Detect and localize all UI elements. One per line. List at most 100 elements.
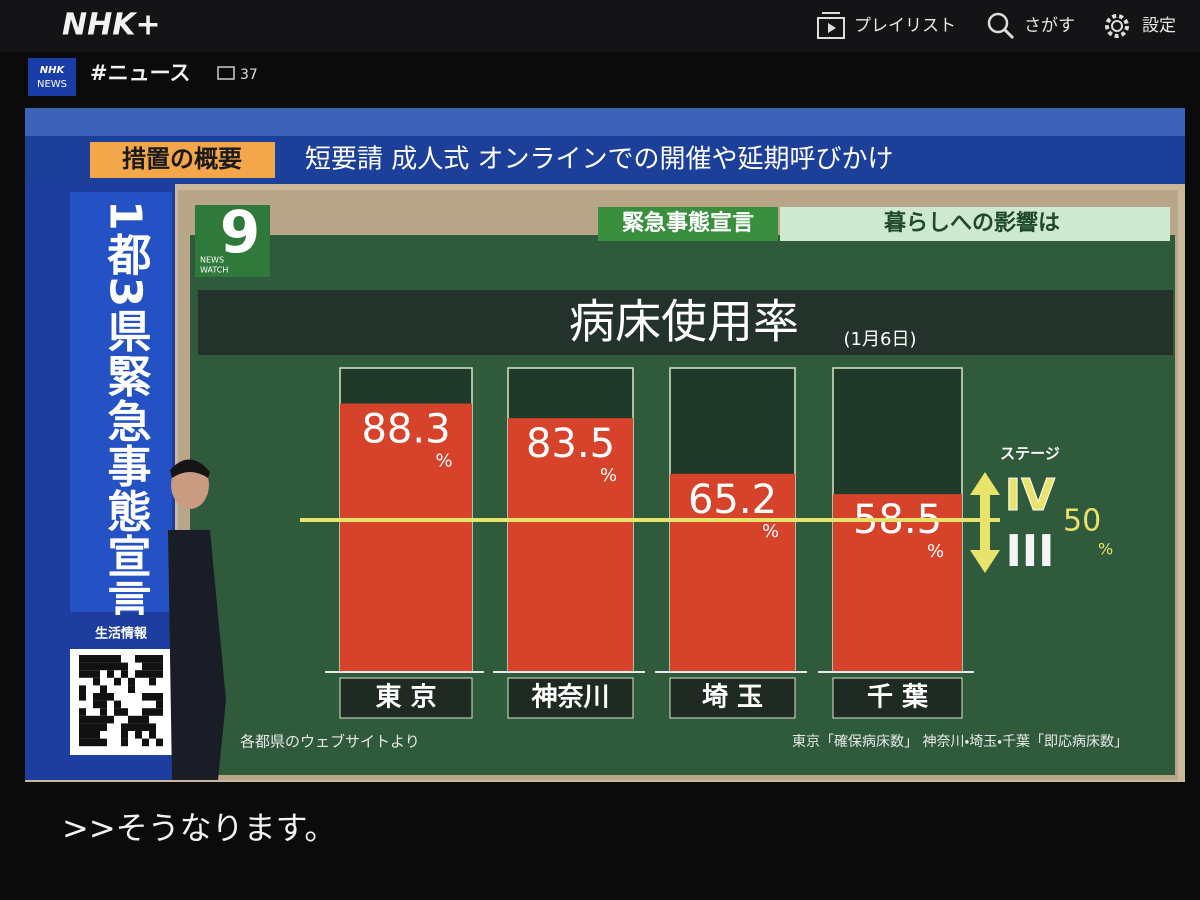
category-label: 神奈川 (530, 683, 609, 713)
qr-module (142, 693, 149, 701)
program-logo (195, 205, 270, 277)
qr-module (142, 655, 149, 663)
qr-module (121, 731, 128, 739)
channel-badge (28, 58, 76, 96)
qr-module (100, 700, 107, 709)
channel-title: #ニュース (90, 61, 191, 85)
icon (1111, 20, 1123, 32)
qr-module (156, 662, 163, 671)
ticker-label-box (90, 142, 275, 178)
qr-module (79, 685, 86, 693)
topic-box (780, 207, 1170, 241)
qr-module (114, 662, 121, 671)
qr-module (149, 693, 156, 701)
qr-module (86, 670, 93, 678)
bar (670, 473, 795, 672)
qr-module (142, 708, 149, 716)
nav-search-icon[interactable] (987, 12, 1015, 40)
qr-module (156, 708, 163, 716)
qr-module (86, 662, 93, 671)
qr-module (93, 662, 100, 671)
qr-module (100, 738, 107, 747)
qr-module (79, 662, 86, 671)
qr-module (93, 670, 100, 678)
value-unit: % (435, 451, 452, 472)
program-number: 9 (220, 198, 260, 266)
caption: >>そうなります。 (62, 809, 336, 847)
qr-module (121, 708, 128, 716)
qr-label: 生活情報 (95, 626, 148, 642)
stage-arrow (970, 472, 1000, 573)
reference-label: 50 (1063, 504, 1101, 539)
badge-line: NEWS (37, 79, 67, 90)
qr-module (86, 731, 93, 739)
app-bar (0, 0, 1200, 52)
qr-label-box (70, 615, 172, 649)
qr-module (149, 677, 156, 686)
side-banner-inner (70, 192, 172, 612)
app-logo[interactable]: NHK+ (62, 8, 161, 43)
qr-module (135, 723, 142, 731)
category-box (669, 677, 796, 719)
nav-playlist-icon[interactable] (817, 12, 845, 39)
stage-upper: IV (1005, 470, 1055, 521)
qr-code (79, 655, 163, 747)
qr-module (93, 738, 100, 747)
stage-label: ステージ (1000, 445, 1060, 463)
qr-module (142, 738, 149, 747)
qr-module (142, 670, 149, 678)
qr-module (93, 723, 100, 731)
bar (340, 403, 472, 672)
nav-playlist[interactable]: プレイリスト (854, 16, 956, 36)
qr-module (114, 708, 121, 716)
qr-module (149, 731, 156, 739)
stage-lower: III (1005, 526, 1054, 577)
qr-module (142, 662, 149, 671)
qr-module (107, 715, 114, 724)
qr-module (135, 670, 142, 678)
qr-module (86, 715, 93, 724)
icon (828, 23, 836, 33)
qr-module (121, 670, 128, 678)
bar (833, 494, 962, 672)
category-label: 東 京 (375, 683, 436, 713)
qr-module (156, 738, 163, 747)
qr-module (79, 693, 86, 701)
nav-search[interactable]: さがす (1024, 16, 1075, 36)
source-right: 東京「確保病床数」 神奈川・埼玉・千葉「即応病床数」 (792, 734, 1128, 750)
qr-module (114, 700, 121, 709)
qr-module (135, 715, 142, 724)
qr-module (100, 723, 107, 731)
qr-module (93, 693, 100, 701)
qr-module (142, 723, 149, 731)
nav-settings-icon[interactable] (1105, 14, 1129, 38)
qr-module (79, 655, 86, 663)
qr-module (93, 700, 100, 709)
qr-module (135, 731, 142, 739)
qr-module (93, 655, 100, 663)
qr-module (128, 685, 135, 693)
qr-module (121, 738, 128, 747)
category-box (339, 677, 473, 719)
qr-module (107, 693, 114, 701)
qr-module (100, 693, 107, 701)
qr-module (149, 670, 156, 678)
icon (987, 12, 1009, 34)
value-unit: % (762, 521, 779, 542)
qr-module (86, 723, 93, 731)
qr-module (128, 723, 135, 731)
qr-module (156, 700, 163, 709)
ticker-top (25, 108, 1185, 138)
qr-module (100, 715, 107, 724)
qr-module (79, 738, 86, 747)
qr-module (121, 723, 128, 731)
chart-title-band (198, 290, 1173, 355)
value-label: 83.5 (526, 421, 615, 467)
qr-module (79, 715, 86, 724)
value-label: 88.3 (361, 407, 450, 453)
qr-module (100, 685, 107, 693)
nav-settings[interactable]: 設定 (1142, 16, 1176, 36)
